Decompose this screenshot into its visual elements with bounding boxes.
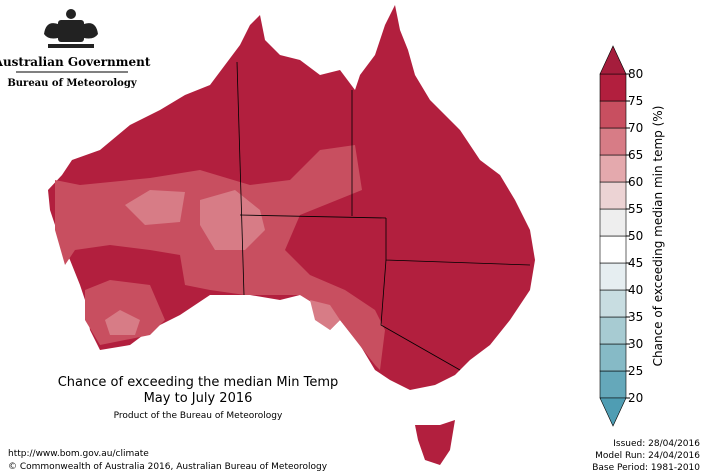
- over-arrow: [599, 45, 627, 75]
- under-arrow: [599, 397, 627, 427]
- color-band: [599, 262, 627, 291]
- tick-label: 60: [628, 175, 643, 189]
- footer-copyright: © Commonwealth of Australia 2016, Austra…: [8, 462, 328, 472]
- color-band: [599, 181, 627, 210]
- issued: Issued: 28/04/2016: [613, 439, 700, 449]
- map-title: Chance of exceeding the median Min Temp: [58, 375, 339, 390]
- tick-label: 50: [628, 229, 643, 243]
- color-band: [599, 316, 627, 345]
- tick-label: 40: [628, 283, 643, 297]
- tick-label: 75: [628, 94, 643, 108]
- tick-label: 25: [628, 364, 643, 378]
- crest: [44, 9, 98, 48]
- tick-label: 20: [628, 391, 643, 405]
- tick-label: 80: [628, 67, 643, 81]
- bureau: Bureau of Meteorology: [7, 78, 138, 89]
- color-band: [599, 100, 627, 129]
- color-band: [599, 343, 627, 372]
- model-run: Model Run: 24/04/2016: [595, 451, 700, 461]
- color-band: [599, 370, 627, 399]
- color-band: [599, 127, 627, 156]
- tick-label: 65: [628, 148, 643, 162]
- colorbar: 20 25 30 35 40 45 50 55 60 65 70 75 80: [599, 45, 643, 427]
- tick-label: 45: [628, 256, 643, 270]
- tick-label: 30: [628, 337, 643, 351]
- agency: Australian Government: [0, 55, 151, 69]
- color-band: [599, 235, 627, 264]
- footer-url: http://www.bom.gov.au/climate: [8, 449, 149, 459]
- tick-label: 55: [628, 202, 643, 216]
- colorbar-label: Chance of exceeding median min temp (%): [651, 106, 665, 367]
- color-band: [599, 289, 627, 318]
- tick-label: 35: [628, 310, 643, 324]
- color-band: [599, 73, 627, 102]
- map-period: May to July 2016: [144, 391, 253, 406]
- tick-label: 70: [628, 121, 643, 135]
- australia-map: [48, 5, 535, 465]
- color-band: [599, 154, 627, 183]
- map-product: Product of the Bureau of Meteorology: [114, 411, 283, 421]
- color-band: [599, 208, 627, 237]
- base-period: Base Period: 1981-2010: [592, 463, 700, 473]
